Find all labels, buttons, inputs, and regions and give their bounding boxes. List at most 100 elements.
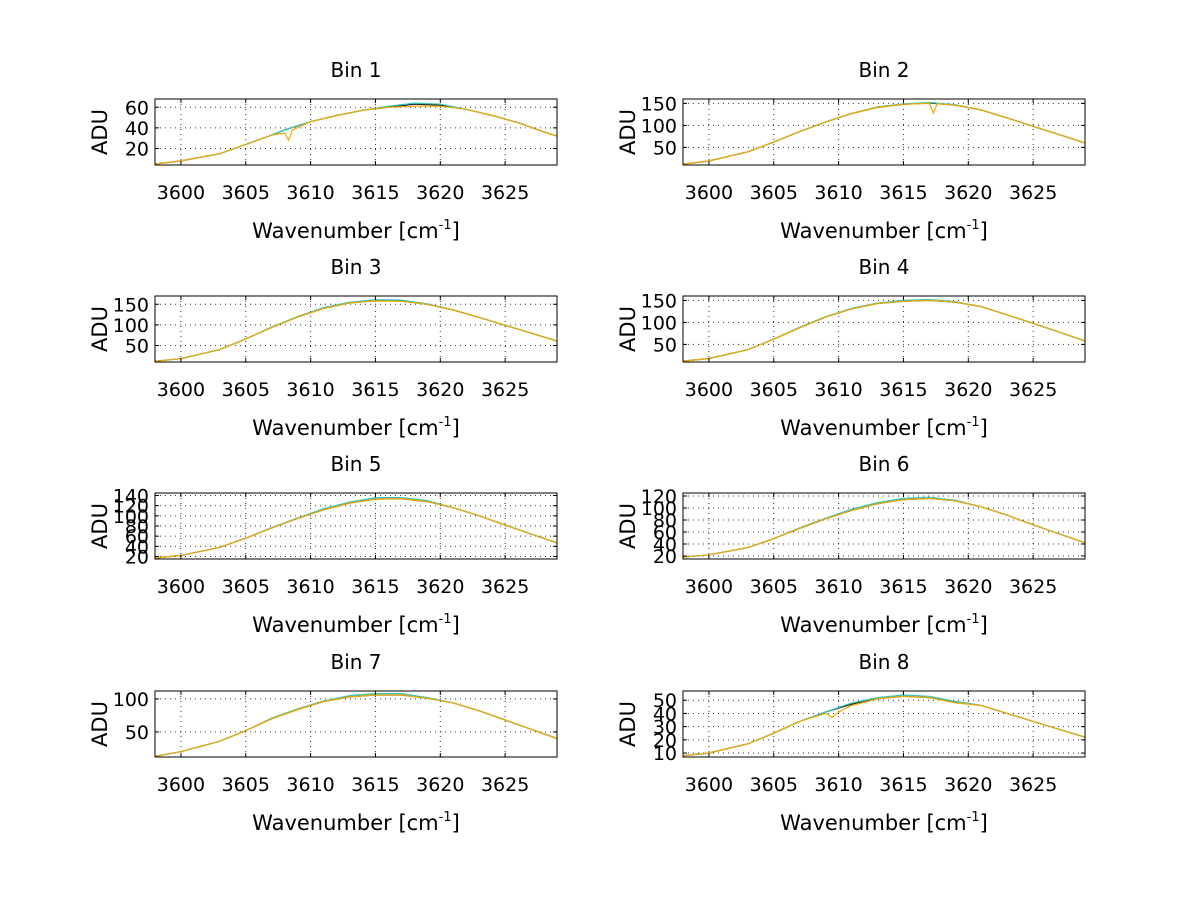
x-axis-label-tail: ]	[452, 811, 460, 835]
subplot-3: Bin 3 3600 3605 3610 3615 3620 3625 50100150ADU…	[88, 255, 558, 440]
x-axis-label-text: Wavenumber [cm	[780, 613, 966, 637]
series-line-3	[682, 299, 1086, 362]
y-tick-label: 20	[125, 139, 149, 161]
y-tick-label: 20	[125, 546, 149, 568]
subplot-title: Bin 7	[330, 650, 381, 674]
series-line-1	[154, 497, 558, 559]
subplot-title: Bin 2	[858, 58, 909, 82]
y-tick-label: 140	[113, 486, 149, 508]
x-tick-label: 3620	[416, 182, 464, 204]
x-axis-label-tail: ]	[980, 811, 988, 835]
x-tick-label: 3610	[286, 182, 334, 204]
x-tick-label: 3600	[157, 576, 205, 598]
x-axis-label-tail: ]	[980, 416, 988, 440]
plot-frame	[154, 295, 558, 363]
y-axis-label: ADU	[88, 109, 112, 155]
series-line-1	[682, 102, 1086, 165]
series-line-3	[154, 694, 558, 757]
series-line-3	[682, 695, 1086, 757]
x-tick-label: 3600	[157, 774, 205, 796]
x-tick-label: 3615	[879, 379, 927, 401]
subplot-5: Bin 5 3600 3605 3610 3615 3620 3625 20406080100…	[88, 452, 558, 637]
y-axis-label: ADU	[88, 306, 112, 352]
x-axis-label: Wavenumber [cm-1]	[252, 415, 460, 440]
x-tick-label: 3600	[685, 379, 733, 401]
x-axis-label: Wavenumber [cm-1]	[252, 612, 460, 637]
subplot-4: Bin 4 3600 3605 3610 3615 3620 3625 50100150ADU…	[616, 255, 1086, 440]
x-tick-label: 3625	[481, 576, 529, 598]
series-line-3	[682, 497, 1086, 558]
x-axis-label-exponent: -1	[439, 810, 452, 825]
y-tick-label: 60	[653, 522, 677, 544]
y-tick-label: 60	[125, 97, 149, 119]
y-tick-label: 40	[653, 703, 677, 725]
x-axis-label-text: Wavenumber [cm	[780, 416, 966, 440]
x-tick-label: 3625	[1009, 576, 1057, 598]
y-tick-label: 80	[125, 516, 149, 538]
subplot-title: Bin 6	[858, 452, 909, 476]
x-tick-label: 3600	[685, 182, 733, 204]
series-line-3	[154, 497, 558, 559]
x-axis-label-tail: ]	[452, 219, 460, 243]
x-tick-label: 3620	[944, 182, 992, 204]
x-axis-label-exponent: -1	[439, 612, 452, 627]
y-axis-label: ADU	[616, 503, 640, 549]
x-axis-label-tail: ]	[452, 613, 460, 637]
y-tick-label: 100	[113, 315, 149, 337]
x-tick-label: 3605	[750, 774, 798, 796]
y-tick-label: 50	[653, 137, 677, 159]
y-tick-label: 20	[653, 546, 677, 568]
y-tick-label: 100	[113, 689, 149, 711]
x-tick-label: 3605	[222, 379, 270, 401]
x-tick-label: 3620	[944, 379, 992, 401]
x-tick-label: 3600	[685, 774, 733, 796]
x-tick-label: 3610	[286, 576, 334, 598]
x-tick-label: 3605	[750, 576, 798, 598]
x-tick-label: 3605	[750, 182, 798, 204]
y-axis-label: ADU	[88, 701, 112, 747]
x-tick-label: 3610	[814, 379, 862, 401]
y-tick-label: 50	[125, 336, 149, 358]
x-axis-label-exponent: -1	[439, 218, 452, 233]
plot-frame	[682, 690, 1086, 758]
series-line-2	[154, 692, 558, 757]
x-axis-label-exponent: -1	[967, 218, 980, 233]
x-tick-label: 3620	[944, 576, 992, 598]
x-tick-label: 3615	[351, 182, 399, 204]
x-axis-label: Wavenumber [cm-1]	[252, 218, 460, 243]
x-tick-label: 3615	[879, 774, 927, 796]
x-axis-label: Wavenumber [cm-1]	[780, 810, 988, 835]
x-tick-label: 3610	[814, 774, 862, 796]
series-line-1	[682, 695, 1086, 757]
subplot-title: Bin 8	[858, 650, 909, 674]
y-tick-label: 10	[653, 743, 677, 765]
series-line-3	[154, 300, 558, 362]
plot-frame	[154, 98, 558, 166]
series-line-2	[682, 694, 1086, 757]
y-tick-label: 100	[641, 115, 677, 137]
x-tick-label: 3625	[481, 379, 529, 401]
y-tick-label: 50	[653, 690, 677, 712]
x-tick-label: 3625	[1009, 182, 1057, 204]
subplot-2: Bin 2 3600 3605 3610 3615 3620 3625 50100150ADU…	[616, 58, 1086, 243]
x-tick-label: 3620	[944, 774, 992, 796]
series-line-3	[682, 102, 1086, 165]
x-axis-label: Wavenumber [cm-1]	[780, 218, 988, 243]
series-line-1	[154, 299, 558, 362]
series-line-2	[154, 299, 558, 362]
x-tick-label: 3610	[286, 774, 334, 796]
x-tick-label: 3625	[1009, 774, 1057, 796]
x-axis-label-text: Wavenumber [cm	[252, 811, 438, 835]
x-axis-label-exponent: -1	[967, 810, 980, 825]
subplot-title: Bin 3	[330, 255, 381, 279]
series-line-2	[682, 298, 1086, 362]
x-tick-label: 3605	[222, 576, 270, 598]
series-line-2	[682, 101, 1086, 165]
x-tick-label: 3615	[351, 774, 399, 796]
plot-frame	[682, 98, 1086, 166]
series-line-1	[682, 299, 1086, 362]
x-tick-label: 3620	[416, 379, 464, 401]
y-axis-label: ADU	[616, 109, 640, 155]
